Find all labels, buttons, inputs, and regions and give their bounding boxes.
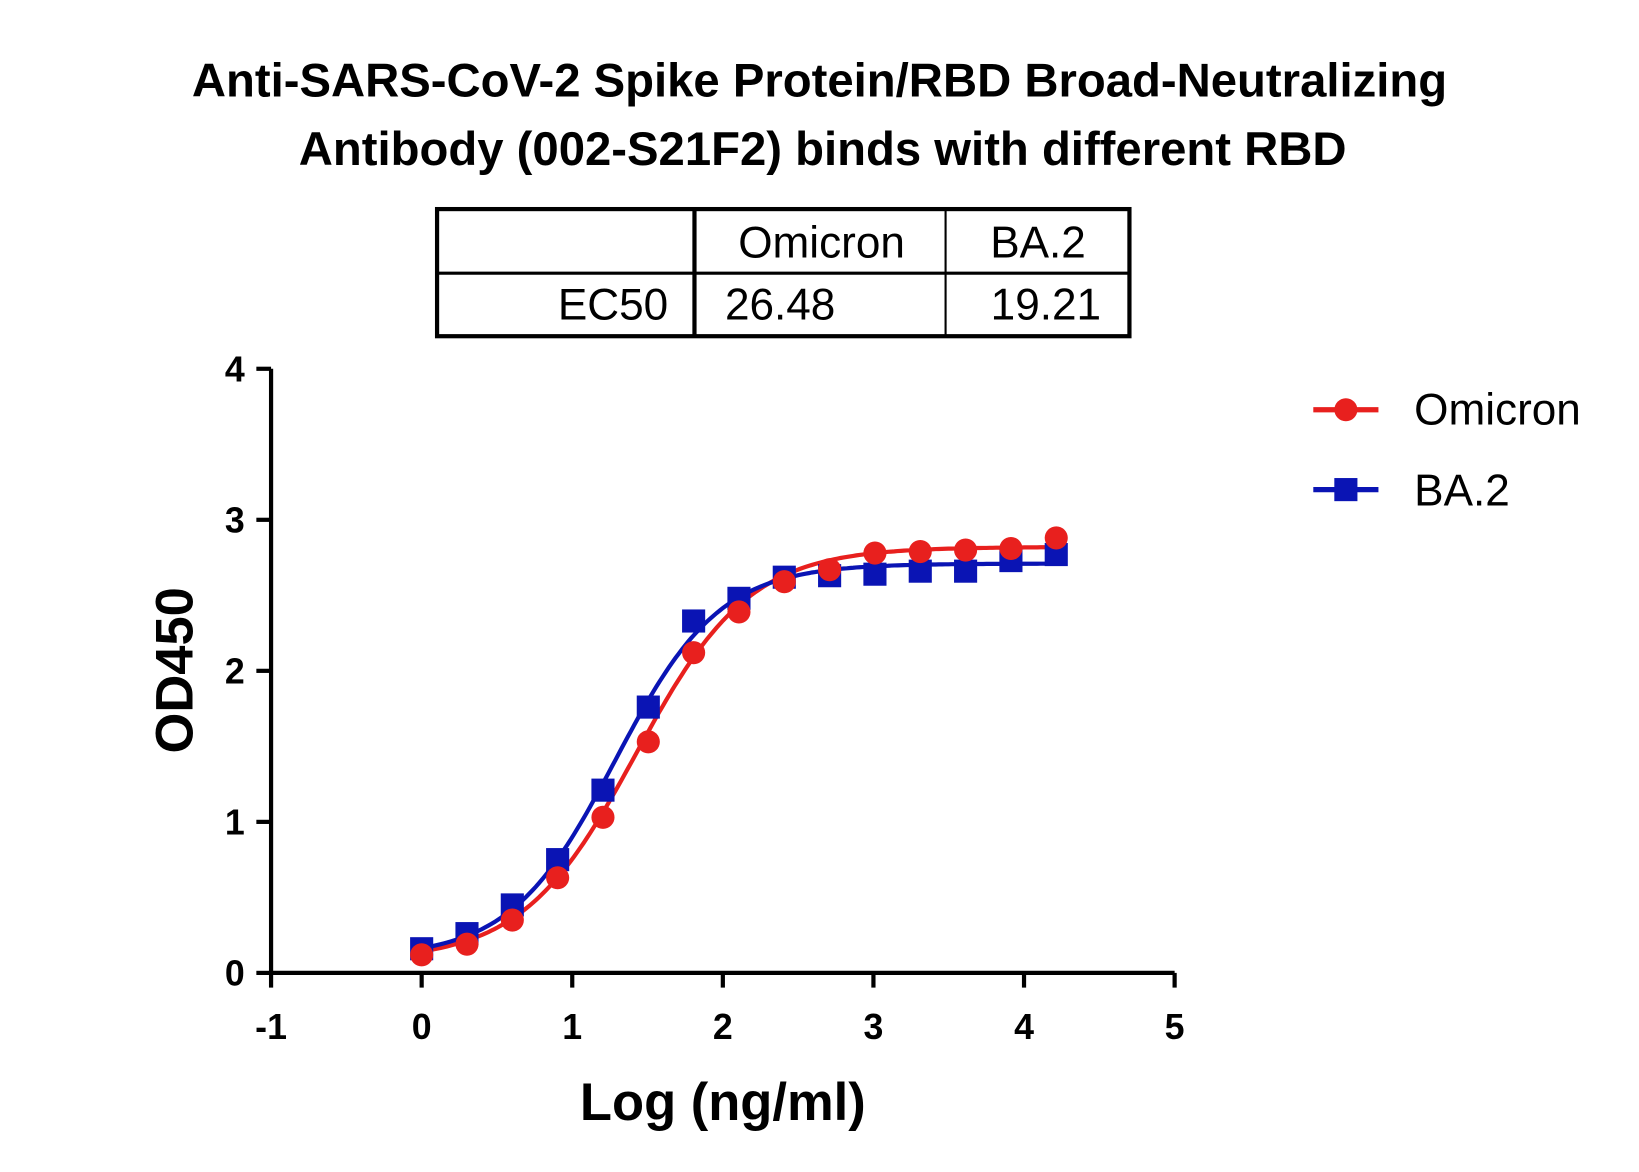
data-point-omicron [954,538,978,562]
x-axis-label: Log (ng/ml) [580,1073,866,1132]
circle-marker-icon [1334,398,1358,422]
square-marker-icon [1334,478,1358,502]
data-point-ba2 [908,559,932,583]
y-tick-label: 2 [225,651,245,691]
chart-title-line-2: Antibody (002-S21F2) binds with differen… [299,123,1347,176]
y-tick-label: 4 [225,349,245,389]
data-point-omicron [772,570,796,594]
chart-title-line-1: Anti-SARS-CoV-2 Spike Protein/RBD Broad-… [192,55,1447,108]
data-point-ba2 [546,848,570,872]
data-point-omicron [727,600,751,624]
y-tick-label: 3 [225,500,245,540]
data-point-ba2 [863,562,887,586]
data-point-omicron [500,908,524,932]
data-point-ba2 [1044,542,1068,567]
x-tick-label: 1 [562,1007,582,1047]
table-cell-omicron-ec50: 26.48 [725,280,835,329]
data-point-omicron [863,541,887,565]
x-tick-label: 0 [412,1007,432,1047]
data-point-omicron [682,641,706,665]
data-point-omicron [636,730,660,754]
table-header-ba2: BA.2 [990,218,1086,267]
legend-label-ba2: BA.2 [1414,466,1510,515]
x-tick-label: 5 [1165,1007,1185,1047]
table-row-label-ec50: EC50 [558,280,668,329]
legend-item-omicron: Omicron [1313,385,1581,434]
data-point-ba2 [636,695,660,719]
y-axis-label: OD450 [145,587,204,753]
x-tick-label: -1 [255,1007,287,1047]
table-cell-ba2-ec50: 19.21 [991,280,1101,329]
x-tick-label: 4 [1014,1007,1034,1047]
data-point-omicron [1044,526,1068,550]
data-point-omicron [999,536,1023,561]
y-tick-label: 0 [225,954,245,994]
legend-label-omicron: Omicron [1414,385,1581,434]
x-tick-label: 2 [713,1007,733,1047]
plot-area [410,526,1068,967]
table-header-omicron: Omicron [738,218,905,267]
data-point-omicron [546,866,570,890]
data-point-omicron [591,805,615,829]
y-tick-label: 1 [225,802,245,842]
data-point-omicron [818,558,842,582]
ec50-table: Omicron BA.2 EC50 26.48 19.21 [434,206,1132,339]
legend: Omicron BA.2 [1313,385,1581,515]
data-point-omicron [455,932,479,956]
legend-item-ba2: BA.2 [1313,466,1510,515]
data-point-ba2 [591,778,615,802]
data-point-ba2 [954,559,978,583]
data-point-omicron [410,943,434,967]
data-point-omicron [908,539,932,564]
x-tick-label: 3 [863,1007,883,1047]
data-point-ba2 [682,609,706,633]
